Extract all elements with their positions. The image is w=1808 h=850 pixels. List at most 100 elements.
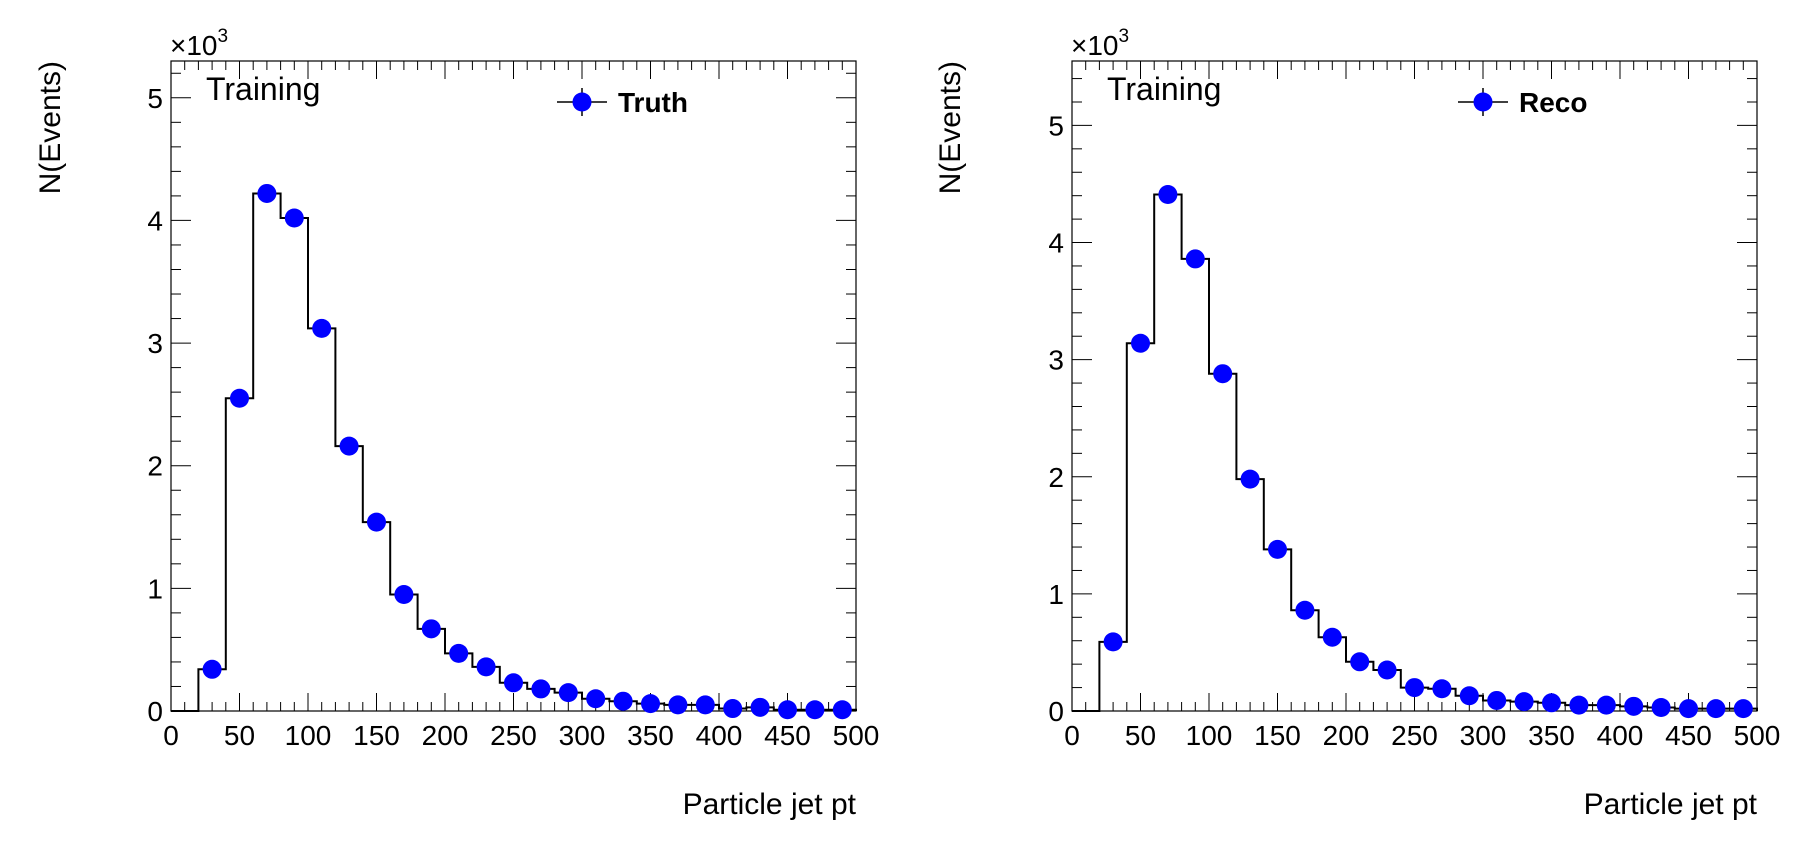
data-point — [558, 683, 578, 703]
data-point — [832, 700, 852, 720]
y-tick-label: 2 — [1048, 462, 1064, 493]
y-axis-multiplier: ×103 — [1071, 26, 1129, 61]
x-tick-label: 250 — [1391, 720, 1438, 751]
x-tick-label: 300 — [559, 720, 606, 751]
data-point — [641, 694, 660, 714]
x-tick-label: 250 — [490, 720, 537, 751]
data-point — [1624, 696, 1644, 716]
data-point — [1377, 660, 1397, 680]
data-point — [1240, 469, 1260, 489]
data-point — [1432, 679, 1452, 699]
data-point — [750, 697, 770, 717]
legend-label: Reco — [1519, 87, 1587, 118]
x-tick-label: 450 — [764, 720, 811, 751]
data-point — [367, 512, 386, 532]
data-point — [1679, 699, 1698, 719]
data-point — [1295, 600, 1315, 620]
panel-label: Training — [1107, 71, 1221, 107]
x-tick-label: 500 — [1734, 720, 1781, 751]
y-axis-multiplier: ×103 — [170, 26, 228, 61]
data-point — [1651, 697, 1671, 717]
legend-marker — [572, 92, 592, 112]
x-tick-label: 350 — [627, 720, 674, 751]
chart-panel-reco: 0 50 100 150 200 250 300 350 400 450 500012345×103… — [934, 26, 1780, 821]
histogram-step-line — [171, 192, 857, 712]
x-tick-label: 400 — [696, 720, 743, 751]
data-point — [504, 673, 523, 693]
x-tick-label: 150 — [1254, 720, 1301, 751]
data-point — [312, 318, 332, 338]
x-tick-label: 500 — [833, 720, 880, 751]
y-tick-label: 0 — [147, 696, 163, 727]
data-point — [394, 584, 414, 604]
y-tick-label: 5 — [1048, 110, 1064, 141]
x-tick-label: 200 — [1323, 720, 1370, 751]
y-axis-title: N(Events) — [934, 61, 967, 194]
x-tick-label: 150 — [353, 720, 400, 751]
multiplier-base: ×10 — [1071, 30, 1119, 61]
data-point — [202, 659, 222, 679]
data-point — [1158, 185, 1178, 205]
legend-label: Truth — [618, 87, 688, 118]
chart-panel-truth: 0 50 100 150 200 250 300 350 400 450 500012345×103… — [34, 26, 879, 821]
data-point — [1213, 364, 1233, 384]
y-tick-label: 4 — [147, 205, 163, 236]
y-tick-label: 1 — [147, 573, 163, 604]
x-tick-label: 0 — [1064, 720, 1080, 751]
data-point — [421, 619, 441, 639]
data-point — [1706, 699, 1726, 719]
data-point — [668, 695, 688, 715]
data-point — [1131, 333, 1150, 353]
data-point — [1405, 678, 1424, 698]
x-tick-label: 200 — [422, 720, 469, 751]
data-point — [1733, 699, 1753, 719]
panel-label: Training — [206, 71, 320, 107]
multiplier-power: 3 — [1119, 26, 1130, 47]
data-point — [805, 700, 825, 720]
data-point — [1268, 539, 1287, 559]
data-point — [1569, 695, 1589, 715]
data-point — [695, 695, 715, 715]
x-tick-label: 400 — [1597, 720, 1644, 751]
data-point — [1459, 686, 1479, 706]
y-tick-label: 3 — [1048, 345, 1064, 376]
x-tick-label: 300 — [1460, 720, 1507, 751]
histogram-step-line — [1072, 193, 1758, 712]
y-tick-label: 5 — [147, 83, 163, 114]
data-point — [613, 691, 633, 711]
data-point — [1514, 692, 1534, 712]
x-tick-label: 0 — [163, 720, 179, 751]
x-tick-label: 100 — [1186, 720, 1233, 751]
data-point — [1185, 249, 1205, 269]
x-tick-label: 100 — [285, 720, 332, 751]
x-tick-label: 450 — [1665, 720, 1712, 751]
plot-frame — [1071, 60, 1758, 712]
data-point — [230, 388, 249, 408]
multiplier-base: ×10 — [170, 30, 218, 61]
data-point — [257, 183, 277, 203]
data-point — [1350, 652, 1370, 672]
data-point — [339, 436, 359, 456]
x-tick-label: 350 — [1528, 720, 1575, 751]
data-point — [449, 643, 469, 663]
y-tick-label: 0 — [1048, 696, 1064, 727]
y-tick-label: 1 — [1048, 579, 1064, 610]
y-axis-title: N(Events) — [34, 61, 67, 194]
data-point — [1487, 690, 1507, 710]
data-point — [586, 689, 606, 709]
data-point — [284, 208, 304, 228]
data-point — [723, 699, 743, 719]
data-point — [778, 700, 797, 720]
data-point — [476, 657, 496, 677]
data-point — [1103, 632, 1123, 652]
x-axis-title: Particle jet pt — [683, 788, 857, 821]
data-point — [1596, 695, 1616, 715]
legend-marker — [1473, 92, 1493, 112]
x-tick-label: 50 — [224, 720, 255, 751]
multiplier-power: 3 — [218, 26, 229, 47]
y-tick-label: 3 — [147, 328, 163, 359]
y-tick-label: 4 — [1048, 228, 1064, 259]
y-tick-label: 2 — [147, 451, 163, 482]
data-point — [1322, 627, 1342, 647]
